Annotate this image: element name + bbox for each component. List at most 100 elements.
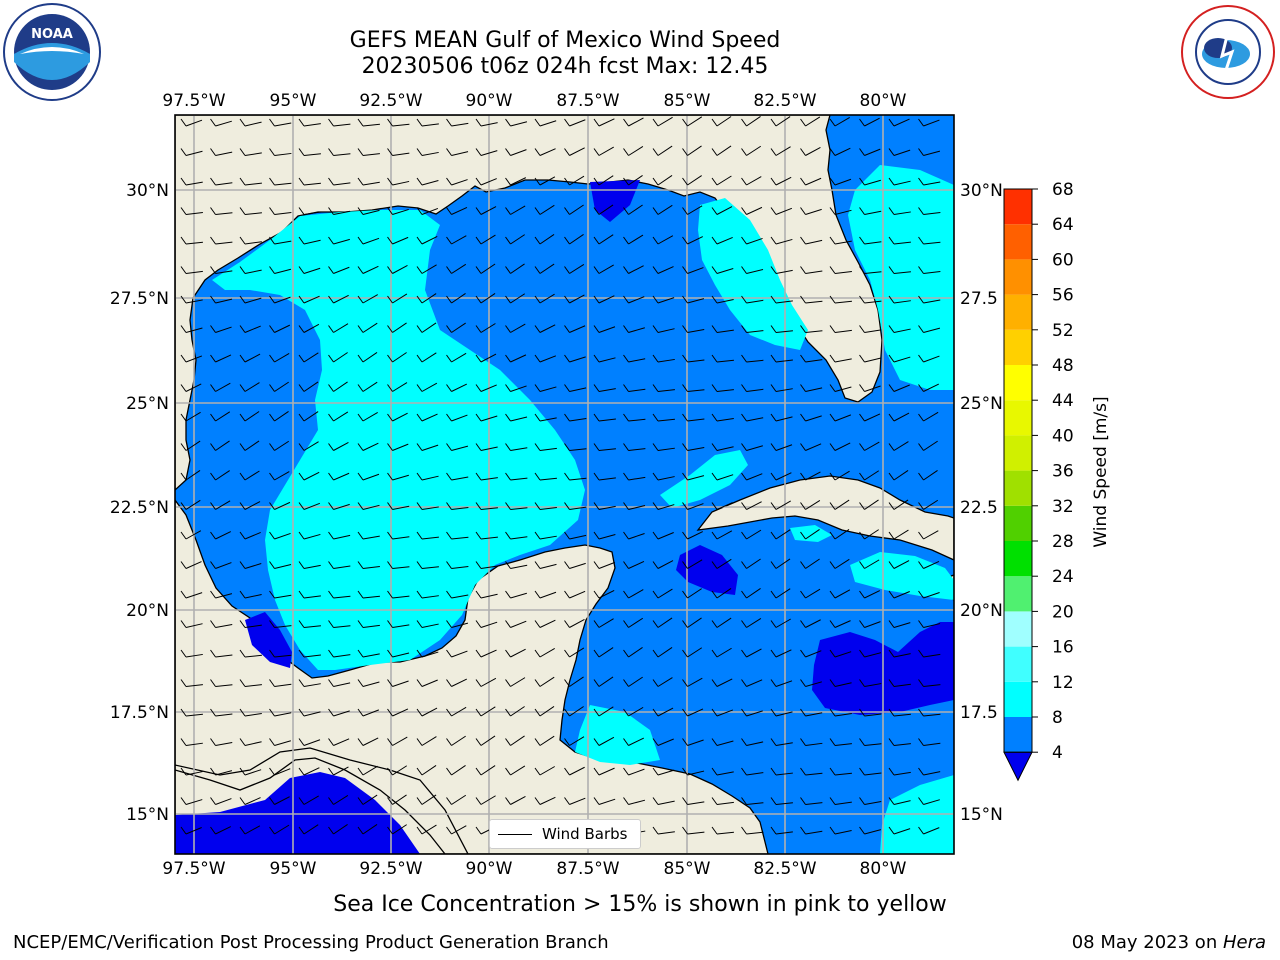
wind-barb xyxy=(534,384,557,392)
wind-barb xyxy=(269,767,291,776)
lat-tick-left: 30°N xyxy=(126,181,169,201)
wind-barb xyxy=(770,266,793,274)
wind-barb xyxy=(180,649,203,658)
wind-barb xyxy=(711,708,734,717)
wind-barb xyxy=(623,354,646,363)
wind-barb xyxy=(180,797,203,805)
wind-barb xyxy=(534,413,557,422)
wind-barb xyxy=(269,471,290,481)
wind-barb xyxy=(328,323,349,333)
wind-barb xyxy=(505,472,528,481)
wind-barb xyxy=(888,529,909,540)
colorbar-tick-label: 8 xyxy=(1052,708,1063,728)
wind-barb xyxy=(298,649,321,658)
wind-barb xyxy=(623,472,646,481)
wind-barb xyxy=(770,679,793,687)
wind-barb xyxy=(829,826,852,835)
wind-below-4-cuba-south xyxy=(676,545,738,595)
wind-barb xyxy=(534,176,556,186)
wind-barb xyxy=(770,325,793,333)
wind-barb xyxy=(623,706,644,717)
wind-barb xyxy=(859,295,882,304)
wind-barb xyxy=(593,531,616,540)
wind-barb xyxy=(475,706,496,717)
wind-barb xyxy=(269,177,292,186)
wind-barb xyxy=(564,234,584,245)
wind-barb xyxy=(770,384,793,392)
colorbar-tick-label: 60 xyxy=(1052,250,1074,270)
wind-barb xyxy=(652,295,675,304)
wind-barb xyxy=(711,384,734,392)
wind-barb xyxy=(298,795,319,805)
wind-barb xyxy=(505,118,528,127)
wind-barb xyxy=(829,589,851,599)
lon-tick-bottom: 90°W xyxy=(466,859,513,879)
wind-barb xyxy=(564,118,586,127)
wind-barb xyxy=(918,325,941,333)
wind-barb xyxy=(357,794,378,805)
wind-barb xyxy=(800,413,822,422)
wind-barb xyxy=(564,797,586,805)
wind-barb xyxy=(387,236,409,245)
wind-barb xyxy=(623,797,646,805)
colorbar-segment xyxy=(1004,259,1032,295)
wind-barb xyxy=(593,443,616,451)
wind-barb xyxy=(180,177,203,186)
wind-barb xyxy=(770,176,792,186)
wind-barb xyxy=(888,236,911,245)
wind-barb xyxy=(180,679,203,687)
colorbar-tick-label: 68 xyxy=(1052,180,1074,200)
wind-barb xyxy=(269,148,292,156)
wind-barb xyxy=(918,354,940,363)
wind-barb xyxy=(888,708,911,717)
wind-barb xyxy=(180,295,203,304)
wind-barb xyxy=(505,323,526,333)
wind-barb xyxy=(475,735,496,746)
wind-barb xyxy=(564,590,586,599)
wind-barb xyxy=(505,502,528,510)
wind-barb xyxy=(239,411,260,422)
wind-barb xyxy=(505,648,526,658)
wind-barb xyxy=(298,381,319,392)
wind-barb xyxy=(711,295,734,304)
wind-barb xyxy=(534,590,557,599)
wind-barb xyxy=(682,826,705,835)
wind-barb xyxy=(475,765,496,776)
wind-barb xyxy=(682,384,705,392)
wind-barb xyxy=(298,323,320,333)
wind-barb xyxy=(357,351,378,363)
lon-tick-bottom: 97.5°W xyxy=(162,859,225,879)
wind-barb xyxy=(210,177,233,186)
wind-barb xyxy=(387,649,410,658)
wind-barb xyxy=(475,413,498,422)
wind-barb xyxy=(682,145,702,156)
wind-barb xyxy=(564,175,585,186)
wind-barb xyxy=(534,648,555,658)
wind-barb xyxy=(210,500,231,510)
wind-barb xyxy=(770,443,793,451)
wind-barb xyxy=(711,116,732,127)
wind-barb xyxy=(387,412,408,422)
wind-barb xyxy=(652,116,673,127)
wind-barb xyxy=(770,116,791,127)
wind-barb xyxy=(918,411,939,422)
wind-barb xyxy=(770,207,793,215)
wind-barb xyxy=(328,590,351,599)
wind-barb xyxy=(741,738,764,746)
wind-barb xyxy=(298,266,321,274)
wind-barb xyxy=(269,738,291,746)
wind-barb xyxy=(534,766,555,776)
wind-barb xyxy=(387,177,410,186)
wind-barb xyxy=(741,648,762,658)
wind-barb xyxy=(239,501,261,510)
wind-barb xyxy=(387,531,410,540)
wind-barb xyxy=(682,677,703,687)
wind-barb xyxy=(534,293,555,304)
wind-barb xyxy=(239,797,261,805)
wind-barb xyxy=(416,590,439,599)
wind-barb xyxy=(210,679,233,687)
wind-barb xyxy=(357,737,379,746)
wind-barb xyxy=(711,558,732,569)
wind-barb xyxy=(387,765,408,776)
